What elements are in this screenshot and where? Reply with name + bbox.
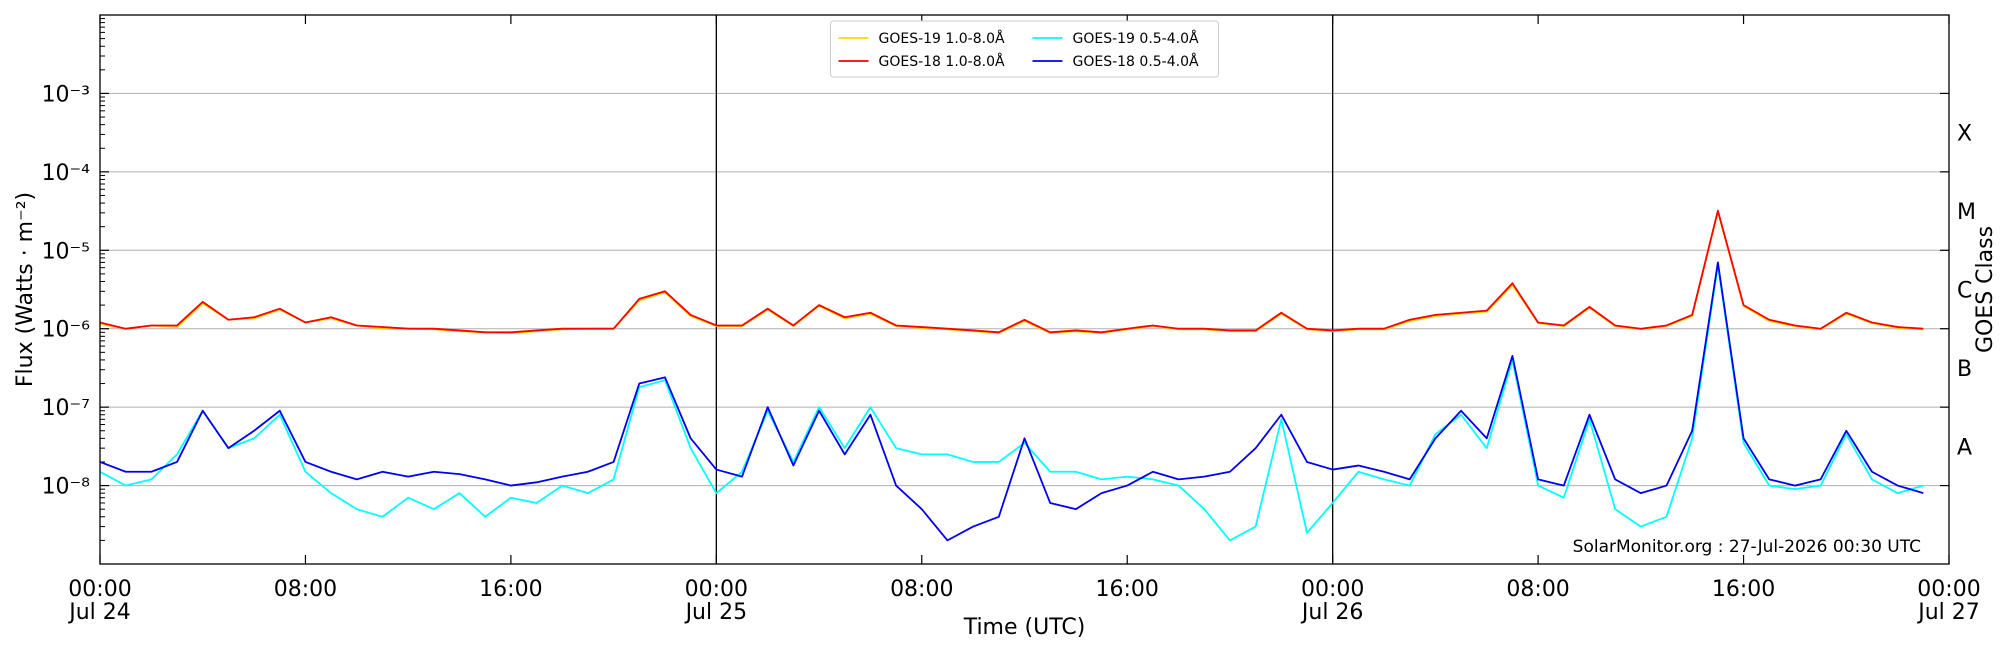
legend-label: GOES-18 1.0-8.0Å [879, 53, 1005, 70]
x-tick-label: 00:00 [1917, 577, 1980, 602]
x-tick-label: 00:00 [1301, 577, 1364, 602]
legend-label: GOES-19 0.5-4.0Å [1073, 30, 1199, 47]
y-axis-label: Flux (Watts · m⁻²) [13, 192, 38, 387]
x-tick-date: Jul 27 [1916, 600, 1980, 625]
y2-tick-label: A [1957, 435, 1972, 460]
y2-tick-label: C [1957, 279, 1972, 304]
y2-axis-label: GOES Class [1973, 226, 1998, 353]
y-tick-label: 10⁻³ [42, 82, 90, 107]
legend-label: GOES-19 1.0-8.0Å [879, 30, 1005, 47]
plot-lines [100, 209, 1924, 542]
y-tick-label: 10⁻⁷ [42, 396, 90, 421]
legend-box [830, 20, 1219, 78]
x-tick-label: 16:00 [1096, 577, 1159, 602]
legend-label: GOES-18 0.5-4.0Å [1073, 53, 1199, 70]
x-tick-date: Jul 24 [67, 600, 131, 625]
y-tick-label: 10⁻⁶ [42, 318, 91, 343]
series-line [100, 209, 1924, 334]
x-tick-date: Jul 26 [1300, 600, 1364, 625]
y-tick-label: 10⁻⁴ [42, 161, 91, 186]
y2-tick-label: X [1957, 122, 1972, 147]
x-tick-label: 08:00 [890, 577, 953, 602]
x-tick-label: 00:00 [68, 577, 131, 602]
x-tick-date: Jul 25 [684, 600, 748, 625]
series-line [100, 264, 1924, 542]
y2-tick-label: M [1957, 200, 1976, 225]
y2-tick-label: B [1957, 357, 1972, 382]
x-axis-label: Time (UTC) [963, 615, 1086, 640]
y-tick-label: 10⁻⁵ [42, 239, 90, 264]
x-tick-label: 00:00 [685, 577, 748, 602]
series-line [100, 261, 1924, 542]
x-tick-label: 16:00 [479, 577, 542, 602]
x-tick-label: 08:00 [274, 577, 337, 602]
x-tick-label: 16:00 [1712, 577, 1775, 602]
y-tick-label: 10⁻⁸ [42, 475, 91, 500]
plot-frame [99, 14, 1950, 565]
annotation: SolarMonitor.org : 27-Jul-2026 00:30 UTC [1573, 537, 1921, 557]
x-tick-label: 08:00 [1506, 577, 1569, 602]
